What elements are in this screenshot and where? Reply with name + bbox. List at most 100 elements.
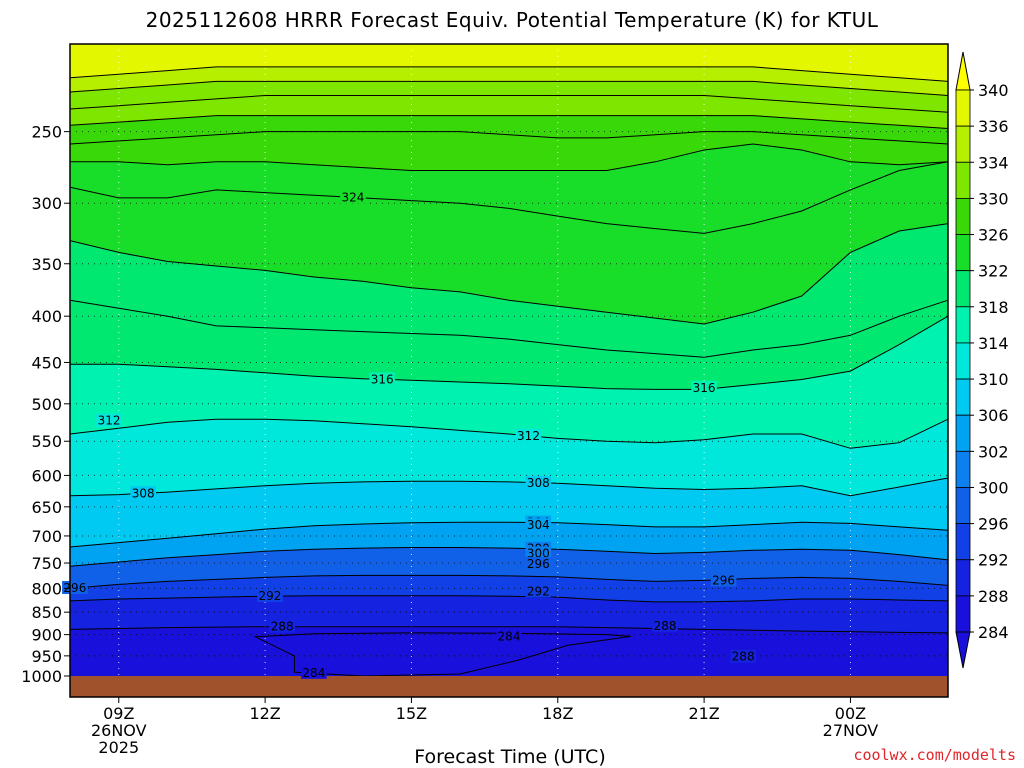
colorbar-label-326: 326: [978, 226, 1009, 245]
band-312-316: [70, 316, 948, 449]
contour-label-extra-3: 304: [527, 518, 550, 532]
x-axis-title: Forecast Time (UTC): [414, 746, 606, 768]
contour-label-316: 316: [371, 372, 394, 386]
contour-label-extra-1-bg: [710, 573, 737, 587]
contour-label-extra-5-bg: [691, 380, 717, 394]
colorbar-label-288: 288: [978, 587, 1009, 606]
y-axis: 250 300 350 400 450 500 550 600 650 700 750 800 850 9…: [21, 123, 70, 686]
colorbar-swatch-306: [955, 414, 971, 452]
colorbar-swatch-340: [955, 89, 971, 127]
colorbar-label-340: 340: [978, 81, 1009, 100]
band-304-308: [70, 478, 948, 547]
colorbar-label-292: 292: [978, 551, 1009, 570]
ground-strip: [70, 676, 948, 697]
contour-330: [69, 115, 949, 129]
colorbar-label-310: 310: [978, 370, 1009, 389]
band-326-328: [70, 131, 948, 171]
colorbar-arrow-top: [955, 51, 971, 91]
contour-label-extra-1: 296: [712, 573, 735, 587]
contour-label-extra-8: 312: [98, 414, 121, 428]
contour-308: [69, 477, 949, 497]
colorbar-label-300: 300: [978, 478, 1009, 497]
contour-336: [69, 66, 949, 82]
plot-frame: [69, 43, 949, 698]
site-credit[interactable]: coolwx.com/modelts: [853, 746, 1016, 764]
contour-label-extra-8-bg: [96, 413, 122, 427]
contour-label-284-a: 284: [498, 629, 521, 643]
contour-label-extra-0: 292: [527, 584, 550, 598]
colorbar-swatch-302: [955, 450, 971, 488]
contour-label-extra-4: 308: [527, 476, 550, 490]
x-tick-sublabel-09Z-0: 26NOV: [91, 721, 147, 740]
y-tick-label-950: 950: [31, 647, 62, 666]
colorbar-swatch-292: [955, 559, 971, 597]
contour-label-extra-4-bg: [525, 476, 552, 490]
y-tick-label-800: 800: [31, 579, 62, 598]
contour-288: [69, 626, 949, 634]
contour-label-288-bg: [269, 619, 295, 633]
band-above-336: [70, 44, 948, 82]
colorbar-label-296: 296: [978, 515, 1009, 534]
contour-label-extra-7-bg: [525, 557, 552, 571]
contour-label-308-bg: [130, 486, 156, 500]
colorbar-swatch-330: [955, 197, 971, 235]
band-330-332: [70, 95, 948, 129]
x-tick-label-12Z: 12Z: [249, 704, 280, 723]
colorbar-label-306: 306: [978, 406, 1009, 425]
contour-300: [69, 547, 949, 567]
y-tick-label-900: 900: [31, 626, 62, 645]
contour-label-292-bg: [257, 589, 283, 603]
contour-label-288: 288: [271, 620, 294, 634]
colorbar-label-334: 334: [978, 153, 1009, 172]
colorbar: 340 336 334 330 326 322 318 314 310 306 302 300 296 2…: [955, 51, 1009, 669]
contour-label-288-low-0-bg: [730, 649, 756, 663]
y-tick-label-1000: 1000: [21, 667, 62, 686]
frame-rect: [69, 43, 949, 698]
contour-label-extra-2-bg: [525, 546, 552, 560]
contour-label-284-a-bg: [496, 629, 522, 643]
contour-320: [69, 299, 949, 358]
colorbar-swatch-318: [955, 306, 971, 344]
y-tick-label-250: 250: [31, 123, 62, 142]
contour-label-extra-2: 300: [527, 546, 550, 560]
band-322-324: [70, 161, 948, 324]
x-tick-label-18Z: 18Z: [542, 704, 573, 723]
color-bands: [70, 44, 948, 676]
colorbar-label-322: 322: [978, 262, 1009, 281]
colorbar-swatch-326: [955, 234, 971, 272]
colorbar-label-302: 302: [978, 442, 1009, 461]
band-320-322: [70, 223, 948, 358]
colorbar-swatch-300: [955, 487, 971, 525]
contour-304: [69, 521, 949, 548]
y-tick-label-500: 500: [31, 395, 62, 414]
y-tick-label-750: 750: [31, 554, 62, 573]
band-300-304: [70, 522, 948, 567]
y-tick-label-400: 400: [31, 307, 62, 326]
colorbar-swatch-296: [955, 523, 971, 561]
x-tick-sublabel-09Z-1: 2025: [98, 738, 139, 757]
contour-332: [69, 95, 949, 113]
contour-324: [69, 161, 949, 234]
contour-326: [70, 143, 949, 171]
y-tick-label-850: 850: [31, 603, 62, 622]
band-332-334: [70, 81, 948, 113]
contour-labels: 2882922963003043083123163242922963003043…: [62, 190, 756, 680]
colorbar-swatch-310: [955, 378, 971, 416]
colorbar-label-318: 318: [978, 298, 1009, 317]
contour-label-284-b: 284: [302, 666, 325, 680]
contour-label-308: 308: [132, 486, 155, 500]
contour-334: [69, 80, 949, 96]
contour-296: [69, 574, 949, 589]
band-324-326: [70, 144, 948, 234]
contour-322: [69, 223, 949, 325]
y-tick-label-350: 350: [31, 255, 62, 274]
contour-label-312-bg: [515, 428, 542, 442]
contour-label-extra-6-bg: [652, 618, 678, 632]
contour-lines: [69, 66, 949, 634]
contour-316: [70, 315, 949, 390]
x-tick-sublabel-00Z-0: 27NOV: [823, 721, 879, 740]
contour-label-extra-6: 288: [654, 619, 677, 633]
colorbar-swatch-288: [955, 595, 971, 633]
ground-rect: [70, 676, 948, 697]
